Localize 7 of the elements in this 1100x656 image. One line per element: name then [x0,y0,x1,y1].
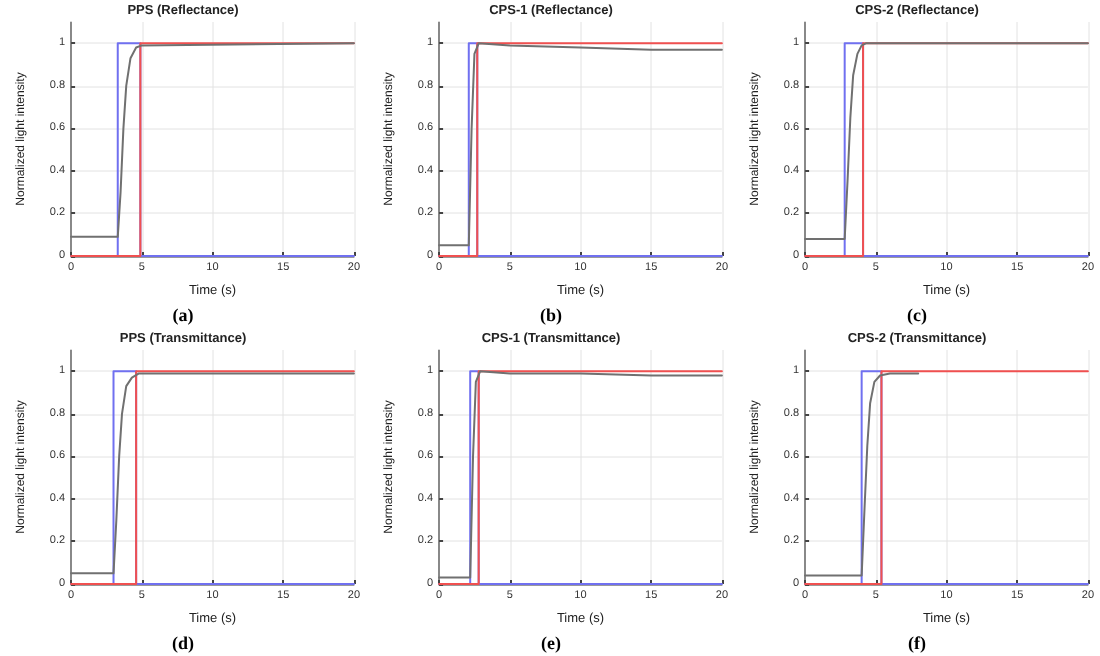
text: (f) [908,633,927,653]
text: (a) [172,305,194,325]
text: (b) [539,305,562,325]
text: (c) [907,305,928,325]
line-series [804,372,920,577]
text: (e) [540,633,561,653]
text: (d) [172,633,195,653]
